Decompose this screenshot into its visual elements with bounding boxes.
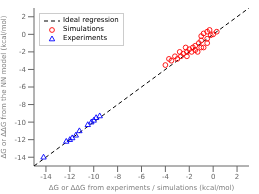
svg-text:-6: -6 [138, 173, 146, 181]
svg-text:-8: -8 [19, 101, 26, 109]
svg-text:-14: -14 [15, 154, 27, 162]
svg-text:-2: -2 [19, 48, 26, 56]
svg-text:-10: -10 [88, 173, 99, 181]
svg-text:ΔG or ΔΔG from the NN model (k: ΔG or ΔΔG from the NN model (kcal/mol) [8, 15, 9, 158]
html-text:Ideal regression: Ideal regression [63, 16, 119, 24]
svg-text:ΔG or ΔΔG from experiments / s: ΔG or ΔΔG from experiments / simulations… [49, 184, 235, 192]
html-text:Simulations: Simulations [63, 25, 104, 33]
svg-text:-6: -6 [19, 83, 27, 91]
svg-text:-12: -12 [15, 136, 26, 144]
svg-text:-14: -14 [40, 173, 52, 181]
svg-text:-12: -12 [64, 173, 75, 181]
svg-text:-4: -4 [162, 173, 170, 181]
svg-text:-10: -10 [15, 119, 26, 127]
svg-text:-8: -8 [114, 173, 121, 181]
svg-text:0: 0 [22, 31, 26, 39]
html-text:Experiments: Experiments [63, 34, 108, 42]
svg-text:-2: -2 [186, 173, 193, 181]
svg-text:-4: -4 [19, 66, 27, 74]
svg-text:0: 0 [211, 173, 215, 181]
svg-text:2: 2 [235, 173, 239, 181]
svg-text:2: 2 [22, 13, 26, 21]
